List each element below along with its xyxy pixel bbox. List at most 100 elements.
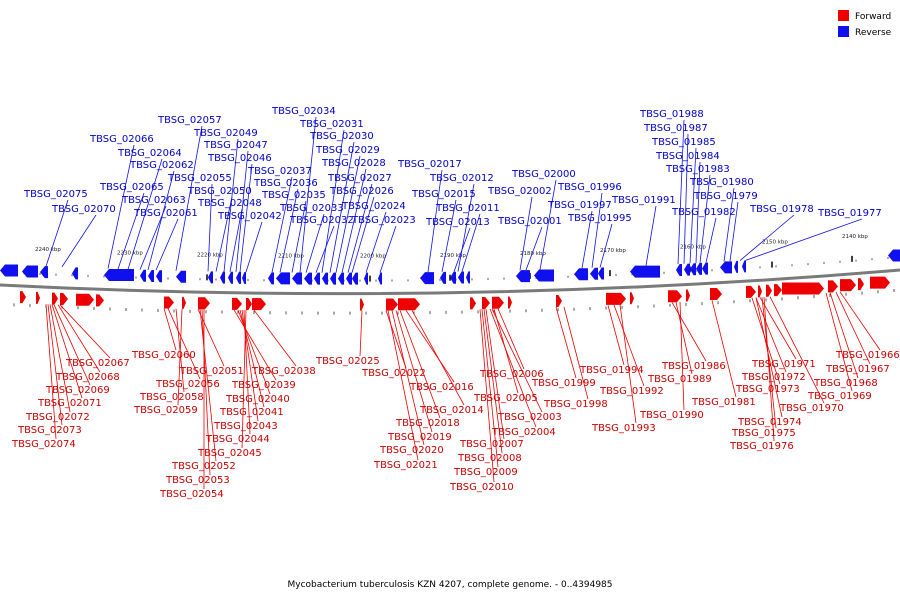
gene-arrow[interactable]: [0, 264, 18, 277]
forward-gene-label[interactable]: TBSG_02045: [197, 448, 262, 459]
gene-arrow[interactable]: [236, 271, 241, 284]
forward-gene-label[interactable]: TBSG_02005: [473, 393, 538, 404]
gene-arrow[interactable]: [198, 297, 210, 310]
gene-arrow[interactable]: [686, 289, 690, 302]
forward-gene-label[interactable]: TBSG_02004: [491, 427, 556, 438]
forward-gene-label[interactable]: TBSG_01966: [835, 350, 900, 361]
gene-arrow[interactable]: [20, 291, 26, 304]
gene-arrow[interactable]: [228, 271, 233, 284]
gene-arrow[interactable]: [870, 276, 890, 289]
gene-arrow[interactable]: [516, 270, 530, 283]
forward-gene-label[interactable]: TBSG_01998: [543, 399, 608, 410]
reverse-gene-label[interactable]: TBSG_02034: [271, 106, 336, 117]
gene-arrow[interactable]: [156, 270, 162, 283]
forward-gene-label[interactable]: TBSG_02071: [37, 398, 102, 409]
reverse-gene-label[interactable]: TBSG_02000: [511, 169, 576, 180]
reverse-gene-label[interactable]: TBSG_02013: [425, 217, 490, 228]
gene-arrow[interactable]: [72, 267, 78, 280]
forward-gene-label[interactable]: TBSG_01986: [661, 361, 726, 372]
gene-arrow[interactable]: [140, 269, 146, 282]
gene-arrow[interactable]: [96, 294, 104, 307]
reverse-gene-label[interactable]: TBSG_02046: [207, 153, 272, 164]
gene-arrow[interactable]: [314, 272, 320, 285]
gene-arrow[interactable]: [398, 298, 420, 311]
gene-arrow[interactable]: [590, 267, 598, 280]
forward-gene-label[interactable]: TBSG_01971: [751, 359, 816, 370]
gene-arrow[interactable]: [458, 271, 464, 284]
forward-gene-label[interactable]: TBSG_02074: [11, 439, 76, 450]
reverse-gene-label[interactable]: TBSG_02049: [193, 128, 258, 139]
gene-arrow[interactable]: [246, 298, 252, 311]
reverse-gene-label[interactable]: TBSG_02002: [487, 186, 552, 197]
gene-arrow[interactable]: [630, 292, 634, 305]
reverse-gene-label[interactable]: TBSG_02057: [157, 115, 222, 126]
forward-gene-label[interactable]: TBSG_02052: [171, 461, 236, 472]
gene-arrow[interactable]: [352, 272, 358, 285]
forward-gene-label[interactable]: TBSG_02041: [219, 407, 284, 418]
gene-arrow[interactable]: [208, 271, 213, 284]
forward-gene-label[interactable]: TBSG_01999: [531, 378, 596, 389]
gene-arrow[interactable]: [556, 295, 562, 308]
reverse-gene-label[interactable]: TBSG_02001: [497, 216, 562, 227]
reverse-gene-label[interactable]: TBSG_02029: [315, 145, 380, 156]
reverse-gene-label[interactable]: TBSG_02042: [217, 211, 282, 222]
gene-arrow[interactable]: [386, 298, 398, 311]
gene-arrow[interactable]: [76, 293, 94, 306]
reverse-gene-label[interactable]: TBSG_02066: [89, 134, 154, 145]
reverse-gene-label[interactable]: TBSG_01977: [817, 208, 882, 219]
reverse-gene-label[interactable]: TBSG_02011: [435, 203, 500, 214]
reverse-gene-label[interactable]: TBSG_02017: [397, 159, 462, 170]
gene-arrow[interactable]: [176, 270, 186, 283]
gene-arrow[interactable]: [330, 272, 336, 285]
gene-arrow[interactable]: [450, 271, 456, 284]
reverse-gene-label[interactable]: TBSG_02028: [321, 158, 386, 169]
reverse-gene-label[interactable]: TBSG_02023: [351, 215, 416, 226]
reverse-gene-label[interactable]: TBSG_02070: [51, 204, 116, 215]
forward-gene-label[interactable]: TBSG_01975: [731, 428, 796, 439]
reverse-gene-label[interactable]: TBSG_02050: [187, 186, 252, 197]
reverse-gene-label[interactable]: TBSG_02012: [429, 173, 494, 184]
reverse-gene-label[interactable]: TBSG_02031: [299, 119, 364, 130]
reverse-gene-label[interactable]: TBSG_01978: [749, 204, 814, 215]
forward-gene-label[interactable]: TBSG_01990: [639, 410, 704, 421]
gene-arrow[interactable]: [148, 270, 154, 283]
gene-arrow[interactable]: [466, 271, 470, 284]
forward-gene-label[interactable]: TBSG_02059: [133, 405, 198, 416]
forward-gene-label[interactable]: TBSG_02021: [373, 460, 438, 471]
gene-arrow[interactable]: [242, 271, 246, 284]
reverse-gene-label[interactable]: TBSG_02036: [253, 178, 318, 189]
forward-gene-label[interactable]: TBSG_01972: [741, 372, 806, 383]
forward-gene-label[interactable]: TBSG_02018: [395, 418, 460, 429]
reverse-gene-label[interactable]: TBSG_02027: [327, 173, 392, 184]
gene-arrow[interactable]: [338, 272, 344, 285]
reverse-gene-label[interactable]: TBSG_01995: [567, 213, 632, 224]
gene-arrow[interactable]: [482, 297, 490, 310]
forward-gene-label[interactable]: TBSG_02016: [409, 382, 474, 393]
reverse-gene-label[interactable]: TBSG_01979: [693, 191, 758, 202]
forward-gene-label[interactable]: TBSG_02014: [419, 405, 484, 416]
forward-gene-label[interactable]: TBSG_01969: [807, 391, 872, 402]
gene-arrow[interactable]: [888, 249, 900, 262]
forward-gene-label[interactable]: TBSG_01994: [579, 365, 644, 376]
forward-gene-label[interactable]: TBSG_02038: [251, 366, 316, 377]
gene-arrow[interactable]: [304, 272, 312, 285]
gene-arrow[interactable]: [440, 271, 446, 284]
reverse-gene-label[interactable]: TBSG_02063: [121, 195, 186, 206]
gene-arrow[interactable]: [232, 297, 242, 310]
reverse-gene-label[interactable]: TBSG_02048: [197, 198, 262, 209]
gene-arrow[interactable]: [360, 298, 364, 311]
gene-arrow[interactable]: [104, 269, 134, 282]
gene-arrow[interactable]: [734, 260, 738, 273]
forward-gene-label[interactable]: TBSG_02022: [361, 368, 426, 379]
reverse-gene-label[interactable]: TBSG_02061: [133, 208, 198, 219]
gene-arrow[interactable]: [40, 266, 48, 279]
forward-gene-label[interactable]: TBSG_02039: [231, 380, 296, 391]
gene-arrow[interactable]: [782, 282, 824, 295]
forward-gene-label[interactable]: TBSG_02069: [45, 385, 110, 396]
gene-arrow[interactable]: [858, 278, 864, 291]
gene-arrow[interactable]: [276, 272, 290, 285]
gene-arrow[interactable]: [702, 262, 708, 275]
reverse-gene-label[interactable]: TBSG_02032: [289, 215, 354, 226]
forward-gene-label[interactable]: TBSG_01967: [825, 364, 890, 375]
gene-arrow[interactable]: [840, 279, 856, 292]
